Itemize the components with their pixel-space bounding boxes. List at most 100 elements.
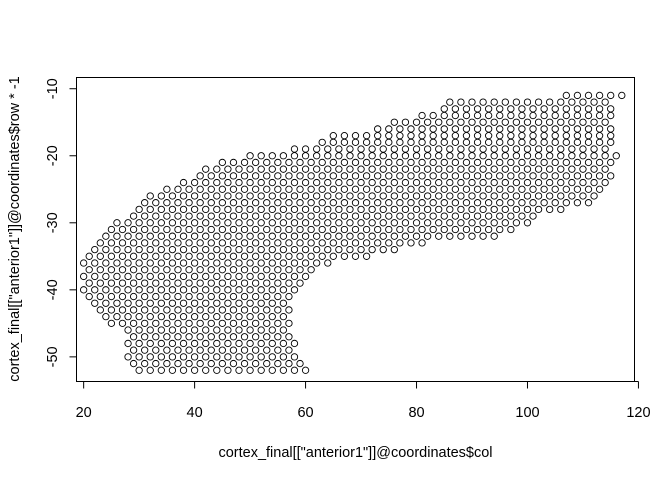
data-point xyxy=(235,339,243,348)
data-point xyxy=(446,192,454,200)
data-point xyxy=(218,158,227,167)
data-point xyxy=(235,326,243,334)
data-point xyxy=(268,286,276,294)
data-point xyxy=(462,199,471,207)
data-point xyxy=(340,185,349,193)
data-point xyxy=(601,178,609,187)
data-point xyxy=(590,118,598,126)
data-point xyxy=(235,299,243,307)
data-point xyxy=(290,272,299,281)
data-point xyxy=(307,266,315,274)
data-point xyxy=(129,292,138,301)
data-points xyxy=(80,91,626,374)
data-point xyxy=(279,299,288,307)
data-point xyxy=(313,259,321,267)
data-point xyxy=(607,138,615,147)
data-point xyxy=(568,192,576,200)
data-point xyxy=(218,279,227,287)
data-point xyxy=(507,199,515,207)
data-point xyxy=(307,199,315,207)
data-point xyxy=(518,199,526,207)
data-point xyxy=(346,232,354,240)
data-point xyxy=(179,299,188,307)
data-point xyxy=(91,245,99,254)
data-point xyxy=(301,272,310,281)
data-point xyxy=(274,292,282,301)
data-point xyxy=(307,239,315,247)
data-point xyxy=(507,111,515,120)
data-point xyxy=(540,158,548,167)
data-point xyxy=(202,299,210,307)
data-point xyxy=(285,292,293,301)
data-point xyxy=(484,111,493,120)
data-point xyxy=(479,192,487,200)
data-point xyxy=(296,239,304,247)
data-point xyxy=(146,232,154,240)
data-point xyxy=(440,172,448,180)
x-axis-title: cortex_final[["anterior1"]]@coordinates$… xyxy=(218,445,492,461)
data-point xyxy=(279,286,288,294)
data-point xyxy=(129,225,138,234)
data-point xyxy=(157,259,165,267)
data-point xyxy=(235,232,243,240)
data-point xyxy=(224,326,232,334)
data-point xyxy=(107,225,116,234)
data-point xyxy=(129,279,138,287)
data-point xyxy=(362,212,371,220)
data-point xyxy=(440,212,448,220)
data-point xyxy=(268,245,276,254)
data-point xyxy=(207,306,215,314)
data-point xyxy=(362,138,371,147)
data-point xyxy=(152,279,160,287)
data-point xyxy=(129,306,138,314)
data-point xyxy=(279,245,288,254)
data-point xyxy=(462,158,471,167)
data-point xyxy=(385,138,393,147)
data-point xyxy=(379,192,387,200)
data-point xyxy=(401,205,410,214)
data-point xyxy=(518,185,526,193)
data-point xyxy=(468,178,476,187)
data-point xyxy=(179,326,188,334)
data-point xyxy=(146,299,154,307)
data-point xyxy=(213,259,221,267)
data-point xyxy=(268,232,276,240)
data-point xyxy=(468,219,476,227)
data-point xyxy=(129,266,138,274)
data-point xyxy=(357,192,365,200)
data-point xyxy=(457,98,465,106)
data-point xyxy=(546,98,554,106)
data-point xyxy=(229,279,238,287)
data-point xyxy=(113,245,121,254)
data-point xyxy=(457,232,465,240)
data-point xyxy=(285,252,293,260)
data-point xyxy=(346,245,354,254)
data-point xyxy=(507,212,515,220)
data-point xyxy=(607,158,615,167)
data-point xyxy=(85,279,93,287)
data-point xyxy=(246,152,254,160)
data-point xyxy=(257,192,265,200)
data-point xyxy=(329,158,337,167)
data-point xyxy=(451,172,460,180)
data-point xyxy=(163,359,171,368)
data-point xyxy=(168,219,177,227)
data-point xyxy=(196,172,204,180)
data-point xyxy=(296,359,304,368)
data-point xyxy=(412,178,421,187)
data-point xyxy=(390,165,398,173)
data-point xyxy=(196,306,204,314)
data-point xyxy=(168,245,177,254)
data-point xyxy=(296,172,304,180)
data-point xyxy=(351,252,360,260)
data-point xyxy=(601,98,609,106)
data-point xyxy=(146,205,154,214)
data-point xyxy=(274,212,282,220)
data-point xyxy=(290,232,299,240)
data-point xyxy=(213,353,221,361)
data-point xyxy=(246,165,254,173)
data-point xyxy=(529,199,537,207)
data-point xyxy=(179,259,188,267)
data-point xyxy=(157,232,165,240)
data-point xyxy=(512,219,521,227)
